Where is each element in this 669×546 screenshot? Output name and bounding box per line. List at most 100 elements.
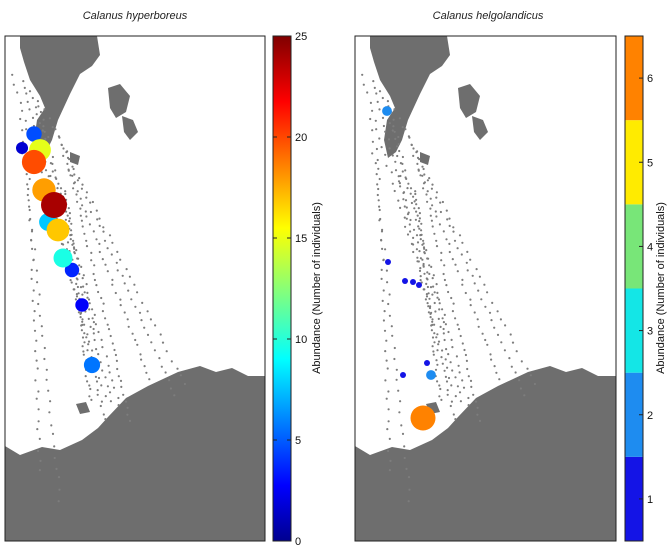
station-dot — [89, 201, 92, 204]
station-dot — [427, 305, 430, 308]
station-dot — [87, 317, 90, 320]
station-dot — [69, 174, 72, 177]
station-dot — [107, 328, 111, 331]
station-dot — [477, 325, 480, 328]
abundance-marker — [410, 405, 436, 431]
station-dot — [93, 278, 96, 282]
station-dot — [489, 353, 492, 356]
station-dot — [45, 378, 48, 381]
abundance-marker — [64, 262, 80, 278]
island-b — [472, 116, 488, 140]
station-dot — [422, 167, 425, 171]
station-dot — [448, 242, 451, 245]
abundance-marker — [416, 282, 422, 288]
station-dot — [85, 196, 88, 199]
station-dot — [428, 297, 431, 300]
station-dot — [422, 239, 425, 242]
station-dot — [104, 317, 107, 320]
station-dot — [441, 308, 444, 311]
station-dot — [143, 365, 146, 368]
station-dot — [399, 400, 402, 403]
station-dot — [448, 217, 451, 220]
station-dot — [387, 138, 391, 141]
station-dot — [128, 419, 132, 422]
station-dot — [395, 378, 398, 381]
station-dot — [426, 271, 429, 274]
station-dot — [169, 387, 172, 390]
station-dot — [458, 391, 462, 394]
station-dot — [362, 83, 365, 86]
station-dot — [493, 326, 496, 329]
station-dot — [64, 218, 67, 221]
station-dot — [85, 283, 88, 286]
colorbar-tick-label: 5 — [295, 435, 301, 447]
station-dot — [26, 100, 29, 103]
station-dot — [454, 263, 457, 266]
station-dot — [483, 283, 486, 286]
station-dot — [448, 224, 451, 227]
station-dot — [114, 291, 117, 295]
station-dot — [81, 336, 85, 339]
station-dot — [385, 339, 388, 342]
station-dot — [76, 190, 79, 193]
station-dot — [417, 207, 420, 210]
station-dot — [86, 333, 89, 336]
station-dot — [30, 268, 33, 271]
station-dot — [431, 320, 434, 323]
station-dot — [430, 265, 433, 268]
station-dot — [38, 469, 42, 472]
station-dot — [409, 230, 412, 233]
station-dot — [380, 146, 383, 149]
station-dot — [495, 371, 498, 374]
station-dot — [42, 118, 45, 121]
station-dot — [80, 329, 83, 332]
station-dot — [429, 197, 432, 200]
station-dot — [409, 218, 412, 222]
station-dot — [443, 264, 446, 267]
station-dot — [430, 219, 433, 222]
station-dot — [48, 411, 51, 414]
station-dot — [401, 162, 404, 165]
colorbar-tick-label: 5 — [647, 157, 653, 169]
station-dot — [423, 288, 426, 291]
station-dot — [452, 302, 455, 305]
station-dot — [425, 295, 429, 298]
station-dot — [377, 187, 380, 191]
station-dot — [486, 291, 489, 294]
station-dot — [134, 305, 137, 308]
station-dot — [388, 122, 391, 125]
station-dot — [514, 371, 517, 374]
station-dot — [384, 350, 387, 353]
station-dot — [415, 248, 418, 251]
station-dot — [415, 234, 419, 237]
station-dot — [371, 152, 374, 155]
station-dot — [73, 173, 76, 176]
station-dot — [459, 400, 462, 403]
station-dot — [141, 301, 144, 304]
station-dot — [434, 368, 438, 371]
station-dot — [38, 293, 41, 296]
station-dot — [68, 220, 71, 223]
station-dot — [422, 187, 425, 190]
station-dot — [150, 341, 153, 344]
station-dot — [28, 205, 31, 208]
station-dot — [59, 187, 63, 190]
station-dot — [35, 269, 39, 272]
station-dot — [38, 122, 41, 125]
station-dot — [102, 413, 105, 416]
right-colorbar-ticks: 1 2 3 4 5 6 — [639, 73, 653, 506]
station-dot — [79, 286, 83, 289]
station-dot — [438, 302, 441, 305]
station-dot — [146, 333, 150, 336]
station-dot — [473, 311, 476, 314]
station-dot — [443, 369, 446, 372]
station-dot — [444, 358, 447, 361]
station-dot — [386, 367, 389, 370]
station-dot — [404, 199, 408, 202]
station-dot — [412, 250, 415, 254]
station-dot — [33, 329, 37, 332]
station-dot — [67, 169, 70, 172]
station-dot — [393, 346, 396, 350]
station-dot — [448, 250, 451, 254]
station-dot — [467, 396, 470, 400]
